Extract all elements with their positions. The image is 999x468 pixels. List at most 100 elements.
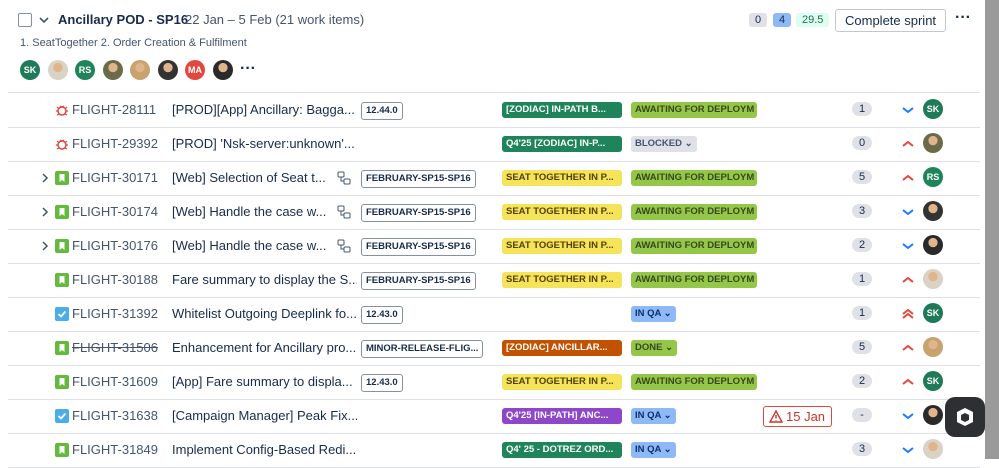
avatar: SK: [20, 60, 40, 80]
avatar-photo: [923, 133, 943, 153]
status-dropdown[interactable]: ⌄: [661, 410, 672, 421]
floating-button[interactable]: [945, 397, 985, 437]
sprint-title: Ancillary POD - SP16: [58, 12, 189, 27]
status-dropdown[interactable]: ⌄: [661, 308, 672, 319]
issue-summary[interactable]: [Web] Handle the case w...: [172, 204, 327, 219]
epic-lozenge: SEAT TOGETHER IN P...: [502, 238, 622, 254]
epic-lozenge: SEAT TOGETHER IN P...: [502, 374, 622, 390]
status-lozenge[interactable]: AWAITING FOR DEPLOYM: [631, 374, 757, 390]
issue-key[interactable]: FLIGHT-28111: [72, 102, 157, 117]
fix-version: 12.43.0: [361, 306, 403, 324]
more-avatars[interactable]: ···: [240, 60, 256, 77]
issue-key[interactable]: FLIGHT-30188: [72, 272, 158, 287]
story-points: 5: [852, 340, 872, 354]
issue-row[interactable]: FLIGHT-30174 [Web] Handle the case w... FE…: [8, 195, 980, 230]
issue-type: [55, 171, 69, 190]
issue-row[interactable]: FLIGHT-29392 [PROD] 'Nsk-server:unknown'.…: [8, 127, 980, 162]
issue-key[interactable]: FLIGHT-30171: [72, 170, 158, 185]
issue-row[interactable]: FLIGHT-31392 Whitelist Outgoing Deeplink …: [8, 297, 980, 332]
avatar-photo: [157, 60, 178, 80]
issue-summary[interactable]: Enhancement for Ancillary pro...: [172, 340, 357, 355]
more-menu[interactable]: ···: [955, 9, 971, 26]
story-points: 0: [852, 136, 872, 150]
epic-lozenge: Q4' 25 - DOTREZ ORD...: [502, 442, 622, 458]
issue-summary[interactable]: [Web] Selection of Seat t...: [172, 170, 326, 185]
fix-version: FEBRUARY-SP15-SP16: [361, 238, 476, 256]
status-lozenge[interactable]: AWAITING FOR DEPLOYM: [631, 170, 757, 186]
expand-chevron: [39, 239, 51, 257]
avatar-photo: [923, 201, 943, 221]
assignee-avatar[interactable]: SK: [923, 303, 943, 323]
issue-summary[interactable]: [PROD] 'Nsk-server:unknown'...: [172, 136, 355, 151]
issue-summary[interactable]: Whitelist Outgoing Deeplink fo...: [172, 306, 357, 321]
avatar-photo: [923, 235, 943, 255]
issue-summary[interactable]: [Web] Handle the case w...: [172, 238, 327, 253]
status-lozenge[interactable]: AWAITING FOR DEPLOYM: [631, 238, 757, 254]
story-points: 5: [852, 170, 872, 184]
fix-version: FEBRUARY-SP15-SP16: [361, 170, 476, 188]
issue-type: [55, 409, 69, 428]
story-points: 1: [852, 272, 872, 286]
issue-row[interactable]: FLIGHT-30188 Fare summary to display the …: [8, 263, 980, 298]
issue-key[interactable]: FLIGHT-29392: [72, 136, 158, 151]
status-lozenge[interactable]: DONE ⌄: [631, 340, 678, 356]
issue-row[interactable]: FLIGHT-30171 [Web] Selection of Seat t...…: [8, 161, 980, 196]
issue-key[interactable]: FLIGHT-31849: [72, 442, 158, 457]
status-lozenge[interactable]: BLOCKED ⌄: [631, 136, 697, 152]
issue-row[interactable]: FLIGHT-31506 Enhancement for Ancillary pr…: [8, 331, 980, 366]
status-lozenge[interactable]: AWAITING FOR DEPLOYM: [631, 272, 757, 288]
sprint-dates: 22 Jan – 5 Feb (21 work items): [185, 12, 365, 27]
checkbox[interactable]: [18, 13, 32, 27]
status-lozenge[interactable]: AWAITING FOR DEPLOYM: [631, 102, 757, 118]
status-lozenge[interactable]: IN QA ⌄: [631, 442, 676, 458]
issue-summary[interactable]: [App] Fare summary to displa...: [172, 374, 353, 389]
status-dropdown[interactable]: ⌄: [661, 444, 672, 455]
issue-type: [55, 273, 69, 292]
issue-row[interactable]: FLIGHT-28111 [PROD][App] Ancillary: Bagga…: [8, 93, 980, 128]
story-points: 1: [852, 102, 872, 116]
collapse-chevron[interactable]: [38, 14, 50, 26]
status-lozenge[interactable]: AWAITING FOR DEPLOYM: [631, 204, 757, 220]
assignee-avatar[interactable]: SK: [923, 371, 943, 391]
epic-lozenge: Q4'25 [IN-PATH] ANC...: [502, 408, 622, 424]
fix-version: FEBRUARY-SP15-SP16: [361, 272, 476, 290]
issue-key[interactable]: FLIGHT-31506: [72, 340, 158, 355]
issue-summary[interactable]: Fare summary to display the S...: [172, 272, 357, 287]
priority-icon: [901, 205, 915, 224]
issue-summary[interactable]: [Campaign Manager] Peak Fix...: [172, 408, 357, 423]
issue-summary[interactable]: [PROD][App] Ancillary: Bagga...: [172, 102, 355, 117]
count-done: 29.5: [796, 13, 830, 27]
epic-lozenge: SEAT TOGETHER IN P...: [502, 204, 622, 220]
issue-row[interactable]: FLIGHT-31638 [Campaign Manager] Peak Fix.…: [8, 399, 980, 434]
story-points: 3: [852, 204, 872, 218]
avatar-photo: [923, 439, 943, 459]
avatar-photo: [47, 60, 68, 80]
issue-type: [55, 307, 69, 326]
avatar-photo: [923, 269, 943, 289]
assignee-avatar[interactable]: RS: [923, 167, 943, 187]
story-points: 2: [852, 374, 872, 388]
assignee-avatar[interactable]: SK: [923, 99, 943, 119]
issue-row[interactable]: FLIGHT-31609 [App] Fare summary to displa…: [8, 365, 980, 400]
issue-key[interactable]: FLIGHT-31638: [72, 408, 158, 423]
issue-type: [55, 443, 69, 462]
status-dropdown[interactable]: ⌄: [681, 138, 693, 149]
status-dropdown[interactable]: ⌄: [662, 342, 674, 353]
epic-lozenge: SEAT TOGETHER IN P...: [502, 170, 622, 186]
issue-summary[interactable]: Implement Config-Based Redi...: [172, 442, 357, 457]
count-progress: 4: [773, 13, 792, 27]
status-lozenge[interactable]: IN QA ⌄: [631, 408, 676, 424]
issue-row[interactable]: FLIGHT-30176 [Web] Handle the case w... FE…: [8, 229, 980, 264]
sprint-goal: 1. SeatTogether 2. Order Creation & Fulf…: [20, 37, 247, 49]
issue-key[interactable]: FLIGHT-31392: [72, 306, 158, 321]
issue-key[interactable]: FLIGHT-30174: [72, 204, 158, 219]
issue-type: [55, 103, 69, 122]
issue-row[interactable]: FLIGHT-31849 Implement Config-Based Redi.…: [8, 433, 980, 468]
issue-key[interactable]: FLIGHT-30176: [72, 238, 158, 253]
fix-version: MINOR-RELEASE-FLIG...: [361, 340, 484, 358]
avatar: RS: [75, 60, 95, 80]
complete-sprint-button[interactable]: Complete sprint: [835, 9, 947, 32]
status-lozenge[interactable]: IN QA ⌄: [631, 306, 676, 322]
issue-key[interactable]: FLIGHT-31609: [72, 374, 158, 389]
